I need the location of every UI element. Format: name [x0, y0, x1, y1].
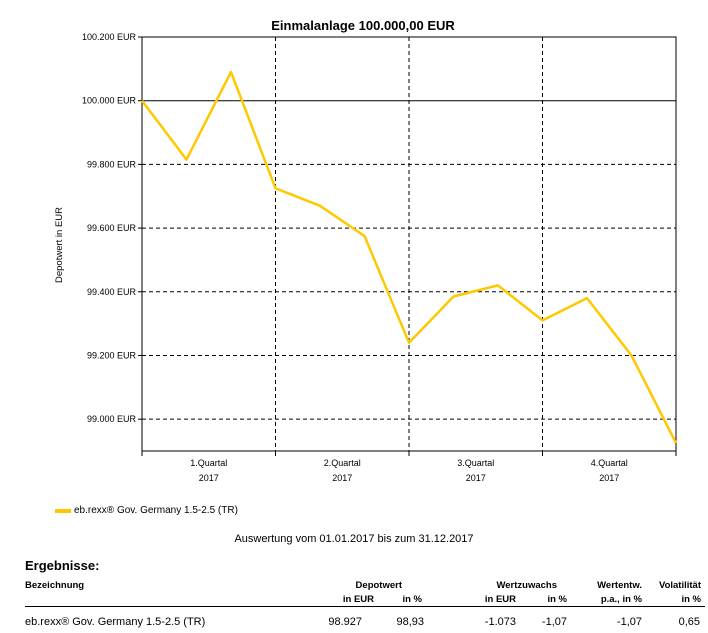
legend: eb.rexx® Gov. Germany 1.5-2.5 (TR) — [55, 505, 238, 516]
row-wertentw: -1,07 — [616, 616, 642, 628]
evaluation-period: Auswertung vom 01.01.2017 bis zum 31.12.… — [234, 533, 474, 545]
header-depotwert-eur: in EUR — [342, 594, 374, 605]
header-wertzuwachs: Wertzuwachs — [496, 580, 557, 591]
y-tick-label: 99.600 EUR — [87, 223, 137, 233]
header-wertentw-sub: p.a., in % — [600, 594, 642, 605]
x-tick-label-year: 2017 — [199, 473, 219, 483]
series-line — [141, 70, 678, 444]
header-wertzuwachs-pct: in % — [547, 594, 567, 605]
header-wertzuwachs-eur: in EUR — [484, 594, 516, 605]
legend-label: eb.rexx® Gov. Germany 1.5-2.5 (TR) — [74, 505, 238, 516]
line-chart: Einmalanlage 100.000,00 EUR Depotwert in… — [54, 18, 678, 483]
x-tick-label-year: 2017 — [599, 473, 619, 483]
y-tick-label: 99.400 EUR — [87, 287, 137, 297]
plot-frame — [141, 36, 677, 452]
row-volatilitaet: 0,65 — [678, 616, 700, 628]
header-depotwert-pct: in % — [402, 594, 422, 605]
row-wertzuwachs-eur: -1.073 — [484, 616, 516, 628]
header-depotwert: Depotwert — [355, 580, 402, 591]
chart-title: Einmalanlage 100.000,00 EUR — [271, 18, 455, 33]
header-volatilitaet: Volatilität — [658, 580, 701, 591]
y-tick-label: 100.000 EUR — [82, 96, 137, 106]
x-tick-label-year: 2017 — [466, 473, 486, 483]
row-name: eb.rexx® Gov. Germany 1.5-2.5 (TR) — [25, 616, 206, 628]
results-title: Ergebnisse: — [25, 558, 100, 573]
x-tick-label-quarter: 4.Quartal — [591, 458, 628, 468]
header-volatilitaet-sub: in % — [681, 594, 701, 605]
row-depotwert-pct: 98,93 — [396, 616, 424, 628]
results-separator — [25, 606, 705, 607]
x-tick-label-quarter: 3.Quartal — [457, 458, 494, 468]
x-tick-label-quarter: 1.Quartal — [190, 458, 227, 468]
y-tick-label: 99.200 EUR — [87, 350, 137, 360]
x-tick-label-year: 2017 — [332, 473, 352, 483]
x-tick-label-quarter: 2.Quartal — [324, 458, 361, 468]
y-tick-label: 99.800 EUR — [87, 159, 137, 169]
y-tick-label: 99.000 EUR — [87, 414, 137, 424]
legend-swatch — [55, 508, 71, 513]
y-tick-label: 100.200 EUR — [82, 32, 137, 42]
header-wertentw: Wertentw. — [597, 580, 642, 591]
row-depotwert-eur: 98.927 — [328, 616, 362, 628]
header-bezeichnung: Bezeichnung — [25, 580, 85, 591]
row-wertzuwachs-pct: -1,07 — [541, 616, 567, 628]
y-axis-label: Depotwert in EUR — [54, 207, 65, 283]
